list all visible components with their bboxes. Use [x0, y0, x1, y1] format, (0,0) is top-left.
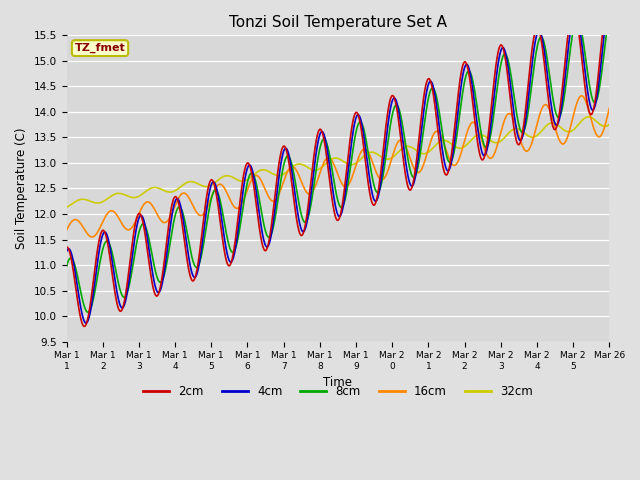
2cm [81, 324, 88, 329]
32cm [63, 204, 70, 210]
Legend: 2cm, 4cm, 8cm, 16cm, 32cm: 2cm, 4cm, 8cm, 16cm, 32cm [138, 381, 538, 403]
16cm [599, 129, 607, 134]
4cm [466, 70, 474, 75]
16cm [466, 122, 474, 128]
8cm [599, 59, 607, 65]
8cm [570, 27, 577, 33]
4cm [63, 249, 70, 254]
2cm [605, 27, 613, 33]
8cm [84, 309, 92, 315]
2cm [148, 278, 156, 284]
8cm [466, 69, 474, 75]
Line: 32cm: 32cm [67, 117, 609, 207]
32cm [324, 159, 332, 165]
8cm [148, 251, 156, 256]
32cm [466, 139, 474, 144]
Line: 16cm: 16cm [67, 96, 609, 237]
2cm [546, 108, 554, 114]
Title: Tonzi Soil Temperature Set A: Tonzi Soil Temperature Set A [229, 15, 447, 30]
16cm [324, 155, 332, 161]
16cm [577, 93, 585, 99]
32cm [545, 121, 553, 127]
4cm [324, 151, 332, 156]
4cm [546, 90, 554, 96]
4cm [82, 320, 90, 326]
16cm [148, 202, 156, 208]
8cm [324, 144, 332, 150]
4cm [148, 265, 156, 271]
8cm [605, 27, 613, 33]
2cm [63, 244, 70, 250]
8cm [314, 157, 321, 163]
4cm [567, 27, 575, 33]
8cm [63, 264, 70, 269]
32cm [148, 185, 156, 191]
2cm [599, 27, 607, 33]
16cm [605, 105, 613, 111]
Line: 2cm: 2cm [67, 30, 609, 326]
16cm [63, 227, 70, 233]
2cm [532, 27, 540, 33]
Line: 8cm: 8cm [67, 30, 609, 312]
32cm [314, 167, 321, 173]
X-axis label: Time: Time [323, 376, 353, 389]
Y-axis label: Soil Temperature (C): Soil Temperature (C) [15, 128, 28, 249]
16cm [546, 107, 554, 113]
4cm [599, 42, 607, 48]
16cm [314, 177, 321, 183]
4cm [605, 27, 613, 33]
Line: 4cm: 4cm [67, 30, 609, 323]
4cm [314, 141, 321, 147]
32cm [585, 114, 593, 120]
2cm [314, 131, 321, 137]
8cm [546, 73, 554, 79]
32cm [605, 121, 613, 127]
2cm [466, 78, 474, 84]
32cm [599, 123, 607, 129]
2cm [324, 163, 332, 169]
16cm [88, 234, 96, 240]
Text: TZ_fmet: TZ_fmet [75, 43, 125, 53]
